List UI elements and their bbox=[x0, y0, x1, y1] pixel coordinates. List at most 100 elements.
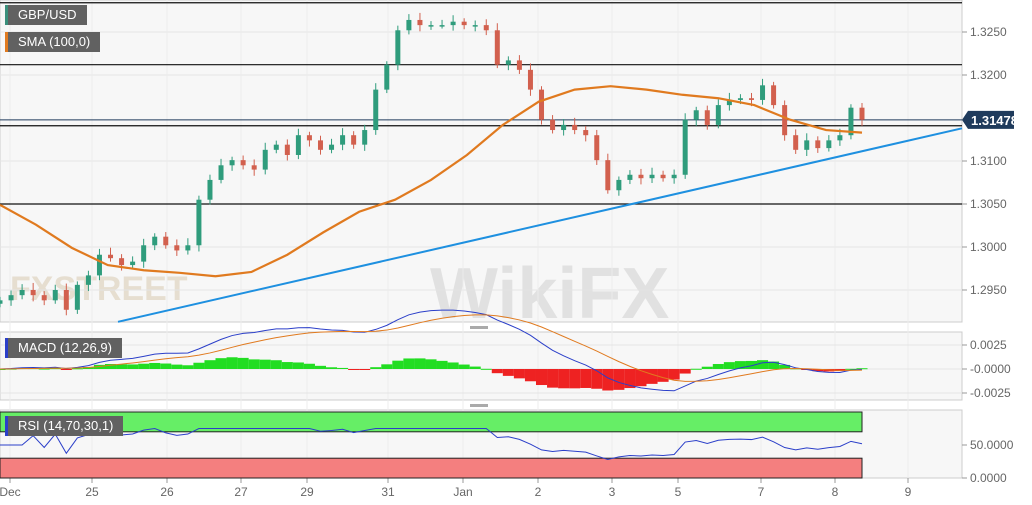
macd-histogram-bar bbox=[359, 369, 371, 370]
candle-body bbox=[174, 245, 180, 251]
candle-body bbox=[141, 245, 147, 262]
price-tick-label: 1.3000 bbox=[970, 240, 1007, 254]
macd-histogram-bar bbox=[679, 369, 691, 374]
candle-body bbox=[804, 140, 810, 150]
x-tick-label: 29 bbox=[300, 485, 314, 499]
sma-line bbox=[0, 85, 863, 278]
macd-histogram-bar bbox=[591, 369, 603, 389]
macd-histogram-bar bbox=[204, 360, 216, 369]
candle-body bbox=[0, 300, 3, 304]
current-price-badge bbox=[962, 110, 1014, 129]
candle-body bbox=[461, 21, 467, 26]
candle-body bbox=[527, 69, 533, 90]
macd-histogram-bar bbox=[215, 358, 227, 369]
candle-body bbox=[516, 60, 522, 70]
macd-histogram-bar bbox=[613, 369, 625, 390]
candle-body bbox=[30, 290, 36, 296]
macd-histogram-bar bbox=[248, 359, 260, 369]
candle-body bbox=[196, 199, 202, 246]
macd-histogram-bar bbox=[701, 366, 713, 369]
candle-body bbox=[119, 258, 125, 266]
candle-body bbox=[848, 107, 854, 136]
macd-histogram-bar bbox=[226, 357, 238, 369]
macd-histogram-bar bbox=[60, 369, 72, 370]
macd-histogram-bar bbox=[259, 359, 271, 369]
macd-histogram-bar bbox=[458, 364, 470, 369]
rsi-oversold-zone bbox=[0, 457, 863, 479]
macd-histogram-bar bbox=[723, 362, 735, 369]
candle-body bbox=[539, 89, 545, 120]
candle-body bbox=[340, 135, 346, 145]
candle-body bbox=[494, 30, 500, 65]
candle-body bbox=[52, 290, 58, 301]
macd-histogram-bar bbox=[348, 369, 360, 370]
current-price-label: 1.31478 bbox=[971, 113, 1018, 128]
x-tick-label: 25 bbox=[85, 485, 99, 499]
candle-body bbox=[185, 245, 191, 251]
candle-body bbox=[96, 254, 102, 276]
candle-body bbox=[262, 149, 268, 170]
candle-body bbox=[704, 110, 710, 125]
macd-histogram-bar bbox=[768, 361, 780, 369]
macd-histogram-bar bbox=[392, 360, 404, 369]
candle-body bbox=[583, 130, 589, 136]
macd-signal-line bbox=[0, 314, 863, 382]
candle-body bbox=[715, 105, 721, 125]
candle-body bbox=[550, 119, 556, 131]
macd-histogram-bar bbox=[712, 364, 724, 369]
macd-histogram-bar bbox=[812, 369, 824, 372]
x-tick-label: 7 bbox=[758, 485, 765, 499]
candle-body bbox=[152, 236, 158, 246]
candle-body bbox=[306, 135, 312, 141]
macd-histogram-bar bbox=[757, 360, 769, 369]
macd-histogram-bar bbox=[337, 367, 349, 369]
macd-histogram-bar bbox=[303, 363, 315, 369]
macd-histogram-bar bbox=[657, 369, 669, 382]
macd-histogram-bar bbox=[182, 365, 194, 369]
macd-histogram-bar bbox=[425, 359, 437, 369]
candle-body bbox=[74, 284, 80, 310]
candle-body bbox=[284, 144, 290, 155]
macd-histogram-bar bbox=[71, 368, 83, 370]
macd-histogram-bar bbox=[845, 368, 857, 370]
macd-histogram-bar bbox=[535, 369, 548, 386]
watermark-fxstreet: FXSTREET bbox=[10, 270, 188, 308]
price-tick-label: 1.3250 bbox=[970, 25, 1007, 39]
candle-body bbox=[439, 25, 445, 27]
macd-histogram-bar bbox=[49, 368, 61, 370]
price-tick-label: 1.3200 bbox=[970, 68, 1007, 82]
rsi-tick-label: 0.0000 bbox=[970, 471, 1007, 485]
candle-body bbox=[295, 135, 301, 155]
rsi-tick-label: 50.0000 bbox=[970, 438, 1014, 452]
x-tick-label: 26 bbox=[160, 485, 174, 499]
candle-body bbox=[229, 160, 235, 166]
macd-histogram-bar bbox=[547, 369, 559, 388]
candle-body bbox=[837, 135, 843, 141]
price-tick-label: 1.3050 bbox=[970, 197, 1007, 211]
candle-body bbox=[450, 21, 456, 26]
candle-body bbox=[240, 160, 246, 166]
macd-histogram-bar bbox=[292, 362, 304, 369]
macd-histogram-bar bbox=[602, 369, 614, 391]
macd-histogram-bar bbox=[138, 363, 150, 369]
candle-body bbox=[218, 165, 224, 180]
candle-body bbox=[693, 110, 699, 120]
macd-histogram-bar bbox=[646, 369, 658, 384]
candle-body bbox=[793, 135, 799, 150]
candle-body bbox=[627, 174, 633, 180]
macd-histogram-bar bbox=[370, 367, 382, 369]
x-tick-label: 3 bbox=[609, 485, 616, 499]
candle-body bbox=[207, 179, 213, 200]
candle-body bbox=[737, 98, 743, 100]
candle-body bbox=[649, 174, 655, 179]
candles bbox=[0, 12, 865, 316]
x-tick-label: Jan bbox=[453, 485, 472, 499]
candle-body bbox=[572, 124, 578, 131]
candle-body bbox=[859, 107, 865, 120]
candle-body bbox=[163, 236, 169, 246]
macd-histogram-bar bbox=[469, 366, 481, 369]
candle-body bbox=[417, 19, 423, 26]
candle-body bbox=[395, 30, 401, 65]
